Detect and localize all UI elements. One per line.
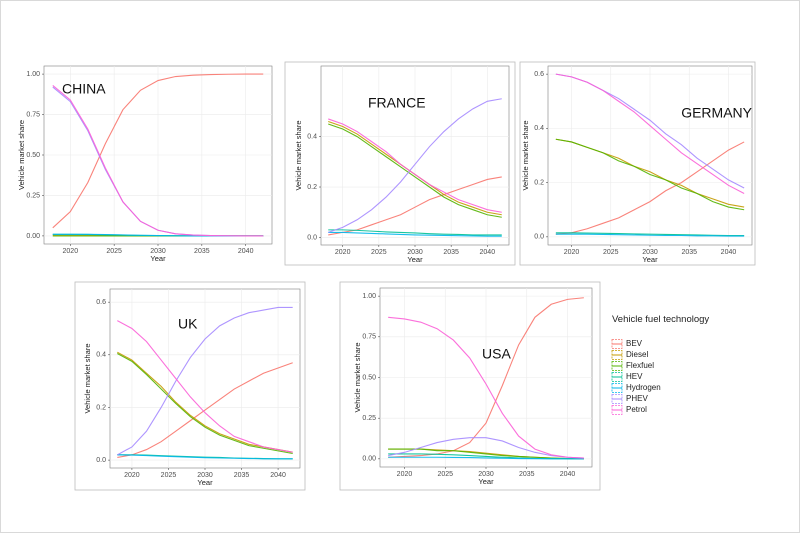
x-axis-label: Year [150, 254, 166, 263]
series-line [555, 141, 745, 235]
y-tick-label: 0.2 [534, 179, 544, 186]
panel: 0.0 0.2 0.4 2020 2025 2030 2035 2040 Year Vehicle… [284, 61, 516, 266]
legend-label: HEV [626, 372, 643, 381]
x-tick-label: 2040 [238, 248, 254, 255]
y-tick-label: 0.6 [534, 71, 544, 78]
x-tick-label: 2030 [642, 249, 658, 256]
x-tick-label: 2035 [234, 472, 250, 479]
x-tick-label: 2020 [564, 249, 580, 256]
y-axis-label: Vehicle market share [353, 342, 362, 412]
y-tick-label: 0.25 [362, 415, 376, 422]
x-tick-label: 2030 [478, 471, 494, 478]
x-axis-label: Year [407, 255, 423, 264]
y-tick-label: 0.50 [362, 374, 376, 381]
panel: 0.0 0.2 0.4 0.6 2020 2025 2030 2035 2040 Year Vehi… [74, 281, 306, 491]
series-line [328, 123, 502, 218]
x-tick-label: 2025 [437, 471, 453, 478]
y-tick-label: 0.6 [96, 299, 106, 306]
series-line [388, 448, 584, 460]
x-tick-label: 2040 [270, 472, 286, 479]
x-tick-label: 2040 [480, 249, 496, 256]
y-tick-label: 0.00 [362, 456, 376, 463]
x-tick-label: 2025 [106, 248, 122, 255]
y-tick-label: 0.4 [307, 133, 317, 140]
panel: 0.00 0.25 0.50 0.75 1.00 2020 2025 2030 2035 2040… [17, 65, 273, 263]
series-line [328, 231, 502, 237]
y-tick-label: 0.4 [534, 125, 544, 132]
x-tick-label: 2020 [124, 472, 140, 479]
legend-label: Petrol [626, 405, 647, 414]
x-tick-label: 2040 [560, 471, 576, 478]
legend-label: Flexfuel [626, 361, 654, 370]
y-tick-label: 1.00 [26, 71, 40, 78]
series-line [328, 229, 502, 236]
series-line [52, 73, 264, 229]
y-tick-label: 0.0 [534, 234, 544, 241]
legend-title: Vehicle fuel technology [612, 314, 709, 325]
x-tick-label: 2030 [407, 249, 423, 256]
series-line [388, 297, 584, 458]
y-axis-label: Vehicle market share [83, 343, 92, 413]
x-tick-label: 2030 [150, 248, 166, 255]
x-tick-label: 2035 [681, 249, 697, 256]
y-tick-label: 0.0 [96, 457, 106, 464]
y-tick-label: 0.4 [96, 352, 106, 359]
series-line [555, 233, 745, 237]
panel: 0.0 0.2 0.4 0.6 2020 2025 2030 2035 2040 Year Vehi… [519, 61, 756, 266]
series-line [555, 138, 745, 211]
series-line [388, 437, 584, 459]
series-line [117, 353, 293, 455]
series-line [117, 306, 293, 456]
x-tick-label: 2035 [443, 249, 459, 256]
x-tick-label: 2020 [397, 471, 413, 478]
chart-title: USA [482, 346, 511, 362]
legend-label: BEV [626, 339, 643, 348]
legend-title-line: Vehicle fuel technology [612, 314, 709, 325]
y-axis-label: Vehicle market share [294, 120, 303, 190]
y-axis-label: Vehicle market share [17, 120, 26, 190]
x-tick-label: 2035 [194, 248, 210, 255]
y-tick-label: 0.2 [307, 184, 317, 191]
chart-title: FRANCE [368, 95, 426, 111]
series-line [328, 118, 502, 213]
series-line [117, 320, 293, 453]
series-line [555, 73, 745, 194]
y-tick-label: 0.0 [307, 234, 317, 241]
panel: 0.00 0.25 0.50 0.75 1.00 2020 2025 2030 2035 2040… [339, 281, 601, 491]
x-tick-label: 2025 [371, 249, 387, 256]
x-tick-label: 2025 [161, 472, 177, 479]
x-axis-label: Year [197, 478, 213, 487]
chart-title: GERMANY [681, 105, 752, 121]
y-tick-label: 0.75 [26, 111, 40, 118]
x-axis-label: Year [478, 477, 494, 486]
y-tick-label: 0.25 [26, 192, 40, 199]
y-axis-label: Vehicle market share [521, 120, 530, 190]
legend-label: PHEV [626, 394, 648, 403]
series-line [117, 362, 293, 459]
y-tick-label: 0.00 [26, 233, 40, 240]
legend-label: Hydrogen [626, 383, 661, 392]
y-tick-label: 1.00 [362, 293, 376, 300]
chart-title: UK [178, 316, 198, 332]
y-tick-label: 0.75 [362, 334, 376, 341]
x-tick-label: 2040 [721, 249, 737, 256]
y-tick-label: 0.2 [96, 404, 106, 411]
y-tick-label: 0.50 [26, 152, 40, 159]
x-tick-label: 2030 [197, 472, 213, 479]
legend: Vehicle fuel technology BEV Diesel Flexfuel… [611, 314, 709, 415]
legend-label: Diesel [626, 350, 648, 359]
series-line [328, 98, 502, 233]
chart-title: CHINA [62, 81, 106, 97]
x-tick-label: 2025 [603, 249, 619, 256]
series-line [52, 84, 264, 237]
series-line [388, 316, 584, 459]
x-tick-label: 2035 [519, 471, 535, 478]
series-line [388, 456, 584, 460]
x-tick-label: 2020 [335, 249, 351, 256]
x-tick-label: 2020 [63, 248, 79, 255]
x-axis-label: Year [642, 255, 658, 264]
series-line [117, 454, 293, 460]
